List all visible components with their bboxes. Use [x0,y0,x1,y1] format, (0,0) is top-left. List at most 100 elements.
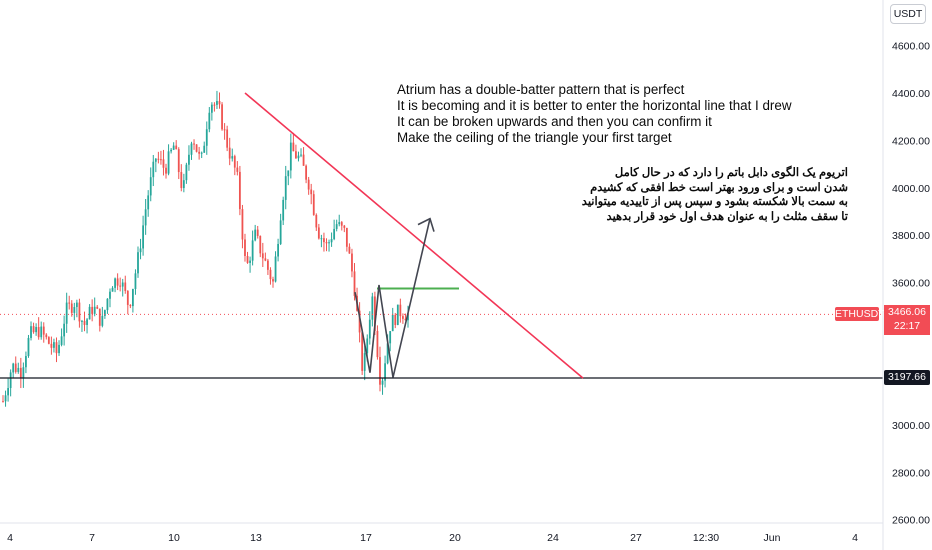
candle-body [200,152,203,154]
candle-body [261,253,264,259]
candle-body [373,296,376,331]
candle-body [70,303,73,313]
candle-body [65,302,68,324]
last-price-value: 3466.06 [888,306,926,318]
candle-body [86,319,88,325]
candle-body [284,176,287,200]
candle-body [297,155,300,159]
candle-body [81,320,83,322]
candle-body [328,242,330,244]
candle-body [152,161,155,178]
candle-body [116,278,119,286]
candle-body [167,151,170,174]
y-tick-label: 4000.00 [892,183,930,195]
candle-body [14,363,17,372]
candle-body [32,326,35,333]
candle-body [323,238,325,243]
y-tick-label: 3600.00 [892,278,930,290]
candle-body [226,129,229,148]
candle-body [399,304,402,317]
candle-body [396,304,399,325]
last-price-badge: 3466.06 22:17 [884,305,930,335]
candle-body [264,258,267,261]
y-tick-label: 3800.00 [892,230,930,242]
candle-body [241,209,244,240]
y-tick-label: 4200.00 [892,135,930,147]
candle-body [175,145,178,150]
candle-body [218,101,221,105]
candle-body [310,189,313,195]
candle-body [147,195,150,210]
candle-body [144,209,147,226]
candle-body [277,243,279,257]
candle-body [121,282,124,287]
x-tick-label: 17 [360,532,372,544]
candle-body [45,334,48,338]
candle-body [205,129,208,146]
currency-unit-label[interactable]: USDT [890,4,926,24]
candle-body [109,291,111,299]
candle-body [165,167,167,174]
level-price-badge: 3197.66 [884,370,930,385]
candle-body [338,222,341,225]
candle-body [302,154,305,166]
candle-body [228,147,231,159]
candle-body [307,179,310,190]
y-tick-label: 4400.00 [892,88,930,100]
candle-body [188,154,190,165]
candle-body [305,165,308,180]
candle-body [279,220,282,244]
y-tick-label: 2600.00 [892,515,930,527]
candle-body [287,170,290,177]
candle-body [75,302,78,308]
candle-body [83,320,86,325]
candle-body [244,239,246,257]
candle-body [292,142,295,152]
candle-body [203,145,206,153]
candle-body [361,332,364,371]
candle-body [391,314,394,332]
candle-body [162,159,165,168]
candle-body [58,344,60,354]
double-bottom-projection-path[interactable] [354,218,431,378]
candle-body [60,336,63,345]
candle-body [126,290,129,305]
candle-body [389,331,392,344]
candle-body [195,144,198,152]
candle-body [12,363,15,373]
candle-body [333,228,336,240]
candle-body [343,225,346,228]
projection-arrowhead [417,217,435,232]
candle-body [223,129,226,131]
candle-body [22,367,25,378]
candle-body [407,313,409,321]
candle-body [42,326,45,335]
candle-body [177,149,180,173]
candle-body [119,285,122,287]
descending-trendline[interactable] [244,92,584,379]
candle-body [320,238,323,240]
candle-body [53,342,55,348]
candle-body [254,229,257,241]
candle-body [236,167,239,172]
candle-body [368,319,371,339]
candle-body [124,282,127,291]
x-tick-label: Jun [764,532,781,544]
candle-body [149,177,152,196]
x-tick-label: 13 [250,532,262,544]
candle-body [376,330,379,358]
x-tick-label: 4 [852,532,858,544]
candle-body [231,156,234,159]
candle-body [289,142,292,171]
candle-body [282,199,285,221]
y-tick-label: 4600.00 [892,41,930,53]
candle-body [381,380,384,385]
candle-body [216,101,218,105]
candle-body [295,151,297,159]
candle-body [111,287,114,292]
candle-body [137,252,139,274]
candle-body [27,337,30,357]
candle-body [98,308,101,326]
candle-body [340,222,343,226]
